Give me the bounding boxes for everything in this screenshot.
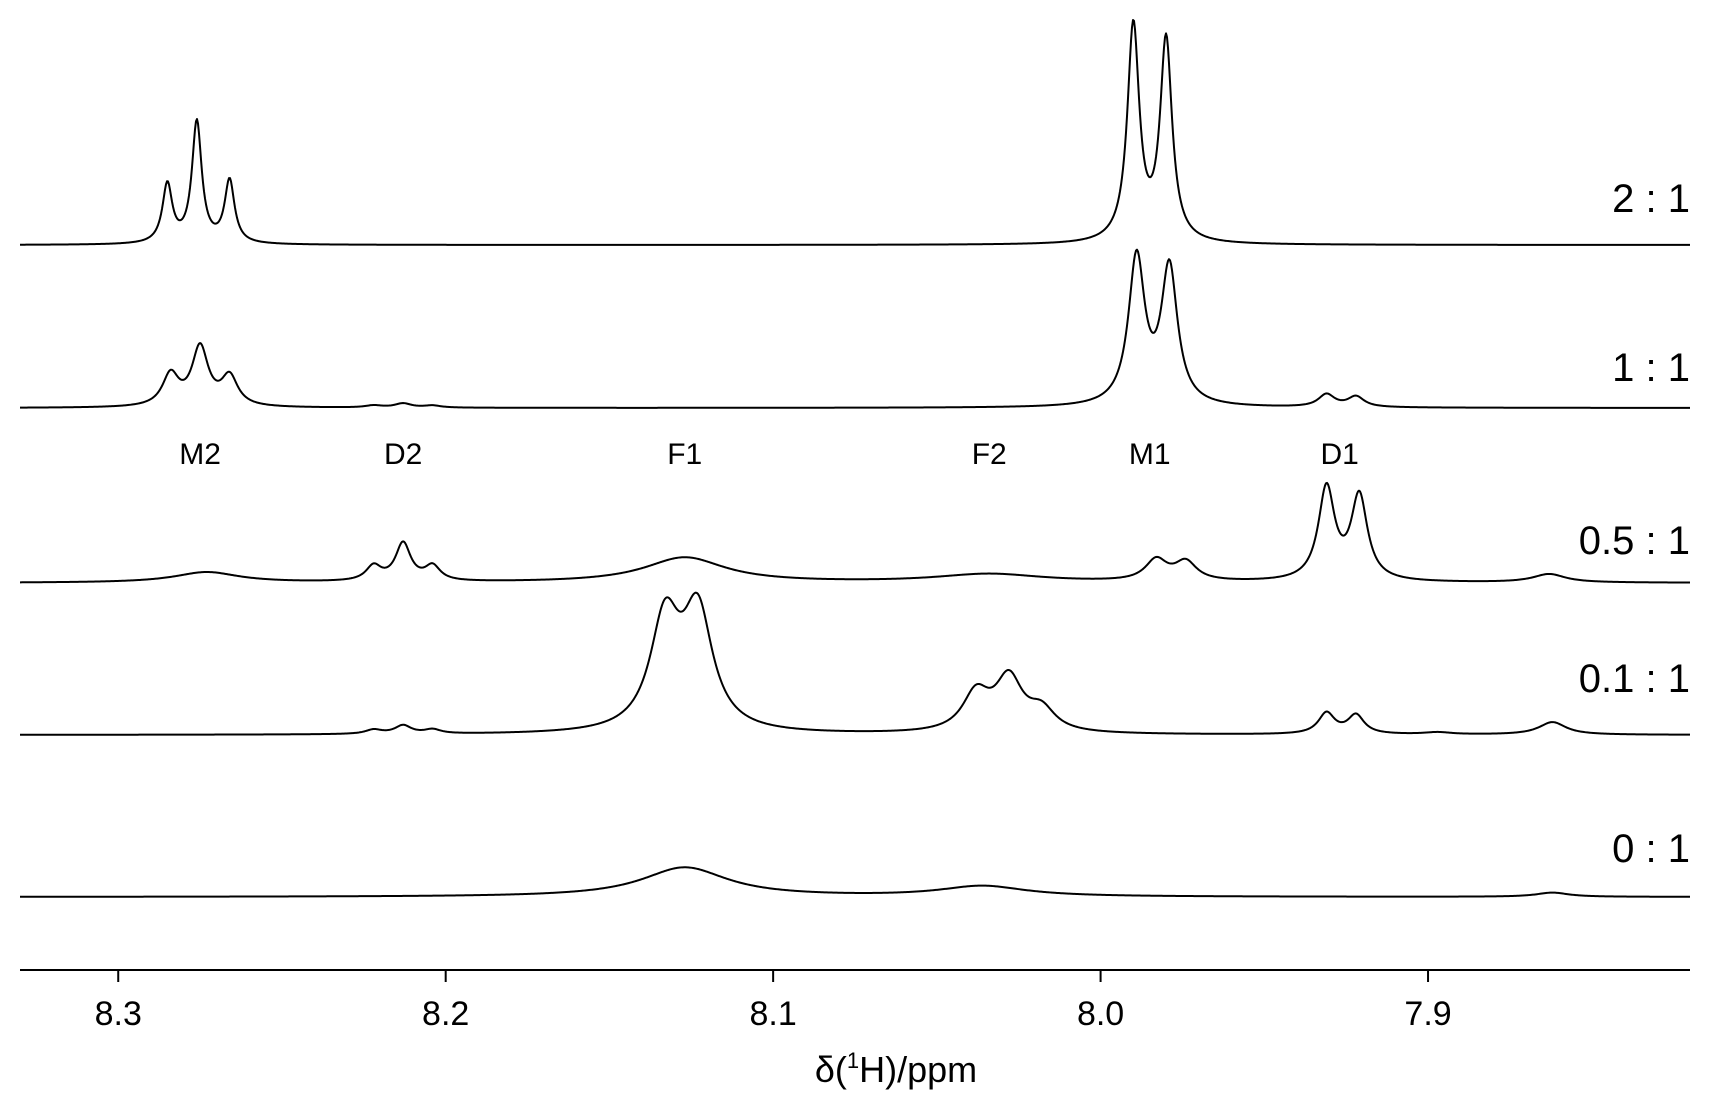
x-tick-label-5: 7.9 (1404, 995, 1451, 1033)
ratio-label-4: 0.1 : 1 (1579, 657, 1690, 701)
x-tick-label-1: 8.3 (95, 995, 142, 1033)
peak-label-m2: M2 (179, 438, 221, 471)
x-tick-label-2: 8.2 (422, 995, 469, 1033)
peak-label-f1: F1 (667, 438, 702, 471)
x-axis: 8.3 8.2 8.1 8.0 7.9 (20, 969, 1690, 1033)
x-axis-title-suffix: H)/ppm (859, 1049, 977, 1090)
x-tick-label-4: 8.0 (1077, 995, 1124, 1033)
peak-labels: M2 D2 F1 F2 M1 D1 (179, 438, 1359, 471)
spectrum-trace-1 (20, 19, 1690, 246)
peak-label-f2: F2 (972, 438, 1007, 471)
spectrum-trace-3 (20, 481, 1690, 584)
ratio-label-3: 0.5 : 1 (1579, 519, 1690, 563)
x-axis-ticks: 8.3 8.2 8.1 8.0 7.9 (95, 970, 1452, 1033)
ratio-label-2: 1 : 1 (1612, 346, 1690, 390)
ratio-labels: 2 : 1 1 : 1 0.5 : 1 0.1 : 1 0 : 1 (1579, 177, 1690, 871)
x-tick-label-3: 8.1 (750, 995, 797, 1033)
x-axis-title-superscript: 1 (847, 1048, 859, 1073)
peak-label-m1: M1 (1129, 438, 1171, 471)
x-axis-title: δ(1H)/ppm (815, 1048, 977, 1090)
peak-label-d2: D2 (384, 438, 422, 471)
ratio-label-1: 2 : 1 (1612, 177, 1690, 221)
peak-label-d1: D1 (1320, 438, 1358, 471)
spectrum-trace-4 (20, 591, 1691, 736)
spectrum-traces (20, 19, 1691, 898)
spectrum-trace-5 (20, 866, 1690, 898)
ratio-label-5: 0 : 1 (1612, 827, 1690, 871)
x-axis-title-prefix: δ( (815, 1049, 847, 1090)
spectrum-trace-2 (20, 248, 1690, 409)
